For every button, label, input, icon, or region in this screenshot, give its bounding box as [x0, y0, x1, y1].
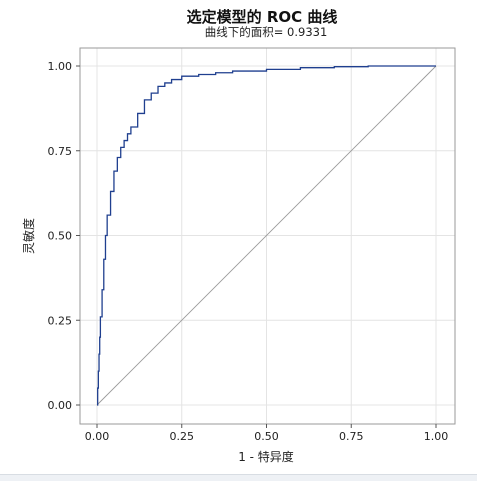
x-tick-label: 0.50 [254, 430, 279, 443]
y-tick-label: 0.25 [48, 314, 73, 327]
roc-curve-group [97, 65, 436, 406]
y-tick-label: 0.50 [48, 230, 73, 243]
x-tick-label: 0.00 [85, 430, 110, 443]
grid [80, 48, 455, 424]
x-tick-label: 0.75 [339, 430, 364, 443]
chart-subtitle: 曲线下的面积= 0.9331 [205, 25, 328, 39]
window-bottom-edge [0, 474, 477, 481]
y-axis-label: 灵敏度 [21, 218, 36, 254]
x-tick-label: 1.00 [424, 430, 449, 443]
x-ticks: 0.00 0.25 0.50 0.75 1.00 [85, 424, 449, 443]
y-tick-label: 0.75 [48, 145, 73, 158]
y-tick-label: 1.00 [48, 60, 73, 73]
roc-curve-line [97, 65, 436, 406]
reference-line-group [96, 65, 437, 406]
x-axis-label: 1 - 特异度 [238, 449, 294, 464]
reference-diagonal-line [96, 65, 437, 406]
x-tick-label: 0.25 [170, 430, 195, 443]
y-ticks: 0.00 0.25 0.50 0.75 1.00 [48, 60, 80, 412]
y-tick-label: 0.00 [48, 399, 73, 412]
chart-title: 选定模型的 ROC 曲线 [187, 8, 338, 26]
